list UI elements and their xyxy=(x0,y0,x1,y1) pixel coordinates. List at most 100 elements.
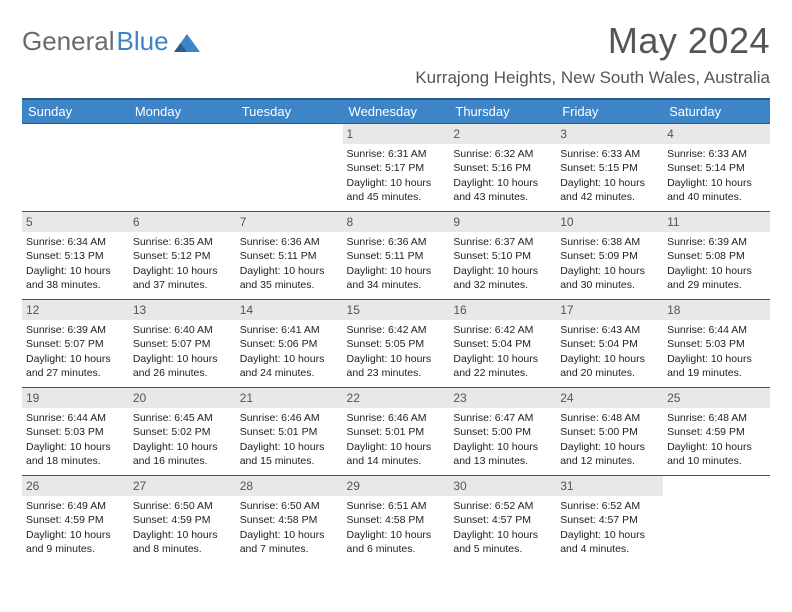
day-number: 10 xyxy=(556,212,663,232)
day-number: 7 xyxy=(236,212,343,232)
day-info: Sunrise: 6:41 AMSunset: 5:06 PMDaylight:… xyxy=(240,323,339,380)
calendar-day-cell: 4 Sunrise: 6:33 AMSunset: 5:14 PMDaylight… xyxy=(663,124,770,212)
logo: GeneralBlue xyxy=(22,20,200,57)
calendar-day-cell: 28 Sunrise: 6:50 AMSunset: 4:58 PMDayligh… xyxy=(236,476,343,564)
day-info: Sunrise: 6:44 AMSunset: 5:03 PMDaylight:… xyxy=(667,323,766,380)
calendar-week-row: ...1Sunrise: 6:31 AMSunset: 5:17 PMDayli… xyxy=(22,124,770,212)
day-number: 24 xyxy=(556,388,663,408)
calendar-day-cell: 20 Sunrise: 6:45 AMSunset: 5:02 PMDayligh… xyxy=(129,388,236,476)
day-info: Sunrise: 6:51 AMSunset: 4:58 PMDaylight:… xyxy=(347,499,446,556)
day-number: 21 xyxy=(236,388,343,408)
calendar-day-cell: 18 Sunrise: 6:44 AMSunset: 5:03 PMDayligh… xyxy=(663,300,770,388)
day-number: 22 xyxy=(343,388,450,408)
day-info: Sunrise: 6:42 AMSunset: 5:05 PMDaylight:… xyxy=(347,323,446,380)
calendar-week-row: 26 Sunrise: 6:49 AMSunset: 4:59 PMDayligh… xyxy=(22,476,770,564)
calendar-week-row: 12Sunrise: 6:39 AMSunset: 5:07 PMDayligh… xyxy=(22,300,770,388)
calendar-day-cell: 9 Sunrise: 6:37 AMSunset: 5:10 PMDaylight… xyxy=(449,212,556,300)
calendar-day-cell: 7 Sunrise: 6:36 AMSunset: 5:11 PMDaylight… xyxy=(236,212,343,300)
calendar-day-cell: 26 Sunrise: 6:49 AMSunset: 4:59 PMDayligh… xyxy=(22,476,129,564)
day-number: 4 xyxy=(663,124,770,144)
calendar-day-cell: 8Sunrise: 6:36 AMSunset: 5:11 PMDaylight… xyxy=(343,212,450,300)
calendar-day-cell: 25 Sunrise: 6:48 AMSunset: 4:59 PMDayligh… xyxy=(663,388,770,476)
location-subtitle: Kurrajong Heights, New South Wales, Aust… xyxy=(415,68,770,88)
weekday-header: Wednesday xyxy=(343,99,450,124)
page-header: GeneralBlue May 2024 Kurrajong Heights, … xyxy=(22,20,770,88)
weekday-header-row: SundayMondayTuesdayWednesdayThursdayFrid… xyxy=(22,99,770,124)
day-info: Sunrise: 6:42 AMSunset: 5:04 PMDaylight:… xyxy=(453,323,552,380)
day-number: 15 xyxy=(343,300,450,320)
day-number: 20 xyxy=(129,388,236,408)
day-info: Sunrise: 6:43 AMSunset: 5:04 PMDaylight:… xyxy=(560,323,659,380)
calendar-day-cell: 16 Sunrise: 6:42 AMSunset: 5:04 PMDayligh… xyxy=(449,300,556,388)
day-info: Sunrise: 6:33 AMSunset: 5:15 PMDaylight:… xyxy=(560,147,659,204)
day-number: 13 xyxy=(129,300,236,320)
month-title: May 2024 xyxy=(415,20,770,62)
day-info: Sunrise: 6:40 AMSunset: 5:07 PMDaylight:… xyxy=(133,323,232,380)
day-info: Sunrise: 6:45 AMSunset: 5:02 PMDaylight:… xyxy=(133,411,232,468)
day-info: Sunrise: 6:47 AMSunset: 5:00 PMDaylight:… xyxy=(453,411,552,468)
calendar-day-cell: 11 Sunrise: 6:39 AMSunset: 5:08 PMDayligh… xyxy=(663,212,770,300)
day-info: Sunrise: 6:50 AMSunset: 4:59 PMDaylight:… xyxy=(133,499,232,556)
day-info: Sunrise: 6:35 AMSunset: 5:12 PMDaylight:… xyxy=(133,235,232,292)
calendar-day-cell: 22 Sunrise: 6:46 AMSunset: 5:01 PMDayligh… xyxy=(343,388,450,476)
day-number: 26 xyxy=(22,476,129,496)
day-info: Sunrise: 6:46 AMSunset: 5:01 PMDaylight:… xyxy=(240,411,339,468)
day-number: 27 xyxy=(129,476,236,496)
day-number: 17 xyxy=(556,300,663,320)
day-info: Sunrise: 6:49 AMSunset: 4:59 PMDaylight:… xyxy=(26,499,125,556)
day-number: 18 xyxy=(663,300,770,320)
calendar-day-cell: 27 Sunrise: 6:50 AMSunset: 4:59 PMDayligh… xyxy=(129,476,236,564)
calendar-day-cell: 10Sunrise: 6:38 AMSunset: 5:09 PMDayligh… xyxy=(556,212,663,300)
calendar-week-row: 5Sunrise: 6:34 AMSunset: 5:13 PMDaylight… xyxy=(22,212,770,300)
calendar-day-cell: 19Sunrise: 6:44 AMSunset: 5:03 PMDayligh… xyxy=(22,388,129,476)
day-number: 31 xyxy=(556,476,663,496)
day-number: 25 xyxy=(663,388,770,408)
day-number: 11 xyxy=(663,212,770,232)
calendar-day-cell: . xyxy=(663,476,770,564)
day-number: 1 xyxy=(343,124,450,144)
calendar-day-cell: 23 Sunrise: 6:47 AMSunset: 5:00 PMDayligh… xyxy=(449,388,556,476)
day-info: Sunrise: 6:31 AMSunset: 5:17 PMDaylight:… xyxy=(347,147,446,204)
day-number: 28 xyxy=(236,476,343,496)
weekday-header: Saturday xyxy=(663,99,770,124)
day-info: Sunrise: 6:36 AMSunset: 5:11 PMDaylight:… xyxy=(240,235,339,292)
day-number: 16 xyxy=(449,300,556,320)
calendar-day-cell: 29 Sunrise: 6:51 AMSunset: 4:58 PMDayligh… xyxy=(343,476,450,564)
day-number: 2 xyxy=(449,124,556,144)
day-info: Sunrise: 6:46 AMSunset: 5:01 PMDaylight:… xyxy=(347,411,446,468)
calendar-day-cell: 14Sunrise: 6:41 AMSunset: 5:06 PMDayligh… xyxy=(236,300,343,388)
day-number: 6 xyxy=(129,212,236,232)
logo-text-2: Blue xyxy=(117,26,169,57)
weekday-header: Friday xyxy=(556,99,663,124)
calendar-day-cell: 1 Sunrise: 6:31 AMSunset: 5:17 PMDaylight… xyxy=(343,124,450,212)
calendar-day-cell: 5Sunrise: 6:34 AMSunset: 5:13 PMDaylight… xyxy=(22,212,129,300)
day-info: Sunrise: 6:32 AMSunset: 5:16 PMDaylight:… xyxy=(453,147,552,204)
calendar-day-cell: 13 Sunrise: 6:40 AMSunset: 5:07 PMDayligh… xyxy=(129,300,236,388)
day-number: 30 xyxy=(449,476,556,496)
logo-triangle-icon xyxy=(174,34,200,52)
calendar-grid: SundayMondayTuesdayWednesdayThursdayFrid… xyxy=(22,98,770,564)
calendar-day-cell: 24Sunrise: 6:48 AMSunset: 5:00 PMDayligh… xyxy=(556,388,663,476)
calendar-day-cell: . xyxy=(22,124,129,212)
weekday-header: Tuesday xyxy=(236,99,343,124)
day-info: Sunrise: 6:50 AMSunset: 4:58 PMDaylight:… xyxy=(240,499,339,556)
day-info: Sunrise: 6:37 AMSunset: 5:10 PMDaylight:… xyxy=(453,235,552,292)
calendar-day-cell: 15 Sunrise: 6:42 AMSunset: 5:05 PMDayligh… xyxy=(343,300,450,388)
calendar-day-cell: 12Sunrise: 6:39 AMSunset: 5:07 PMDayligh… xyxy=(22,300,129,388)
day-number: 23 xyxy=(449,388,556,408)
day-info: Sunrise: 6:48 AMSunset: 4:59 PMDaylight:… xyxy=(667,411,766,468)
calendar-day-cell: 3Sunrise: 6:33 AMSunset: 5:15 PMDaylight… xyxy=(556,124,663,212)
day-info: Sunrise: 6:39 AMSunset: 5:07 PMDaylight:… xyxy=(26,323,125,380)
calendar-day-cell: 2 Sunrise: 6:32 AMSunset: 5:16 PMDaylight… xyxy=(449,124,556,212)
day-number: 9 xyxy=(449,212,556,232)
day-number: 29 xyxy=(343,476,450,496)
day-info: Sunrise: 6:33 AMSunset: 5:14 PMDaylight:… xyxy=(667,147,766,204)
day-number: 8 xyxy=(343,212,450,232)
logo-text-1: General xyxy=(22,26,115,57)
weekday-header: Monday xyxy=(129,99,236,124)
calendar-day-cell: 21 Sunrise: 6:46 AMSunset: 5:01 PMDayligh… xyxy=(236,388,343,476)
calendar-day-cell: 31 Sunrise: 6:52 AMSunset: 4:57 PMDayligh… xyxy=(556,476,663,564)
day-info: Sunrise: 6:39 AMSunset: 5:08 PMDaylight:… xyxy=(667,235,766,292)
day-info: Sunrise: 6:52 AMSunset: 4:57 PMDaylight:… xyxy=(560,499,659,556)
calendar-day-cell: 30Sunrise: 6:52 AMSunset: 4:57 PMDayligh… xyxy=(449,476,556,564)
